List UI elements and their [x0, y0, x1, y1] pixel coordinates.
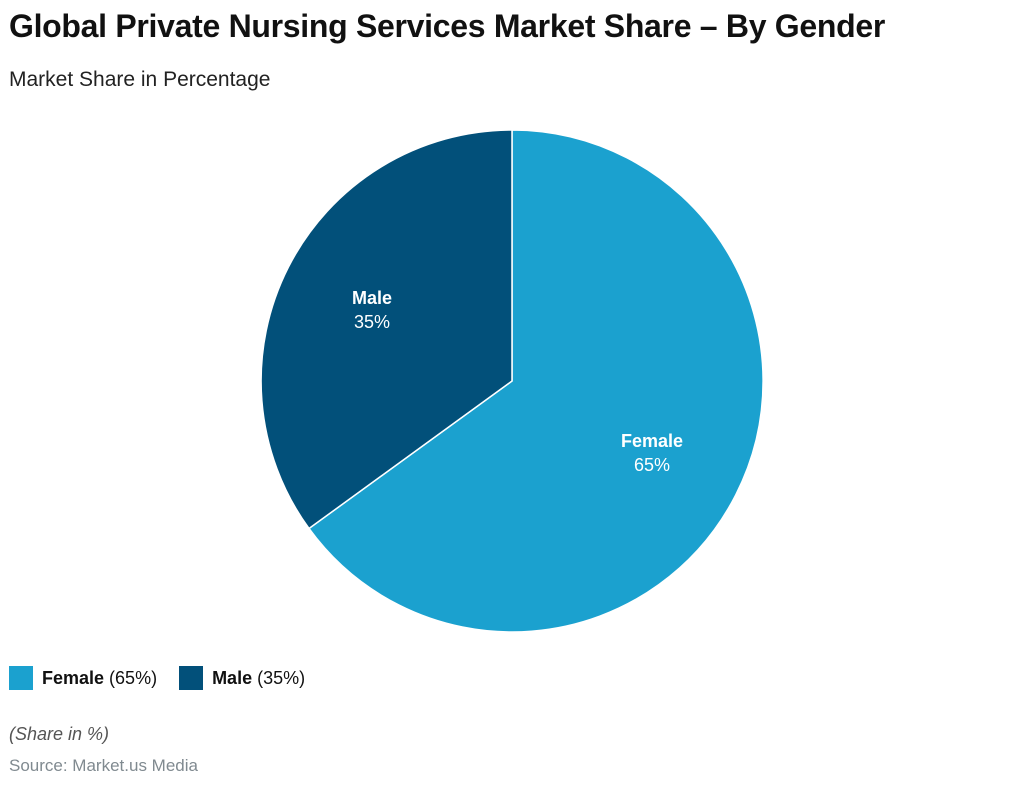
pie-slice-female[interactable] — [307, 129, 764, 633]
slice-label-female-name: Female — [621, 431, 683, 451]
pie-slice-male[interactable] — [260, 129, 513, 530]
slice-label-male-value: 35% — [354, 312, 390, 332]
chart-note: (Share in %) — [9, 724, 110, 744]
slice-label-female-value: 65% — [634, 455, 670, 475]
legend-label: Male — [212, 667, 253, 688]
legend-swatch-female — [9, 666, 33, 690]
slice-label-male-name: Male — [352, 288, 392, 308]
chart-title: Global Private Nursing Services Market S… — [9, 8, 886, 44]
legend-value: (35%) — [257, 667, 306, 688]
legend-item-female[interactable]: Female (65%) — [9, 666, 157, 690]
legend-value: (65%) — [109, 667, 158, 688]
legend-item-male[interactable]: Male (35%) — [179, 666, 305, 690]
legend-label: Female — [42, 667, 105, 688]
chart-subtitle: Market Share in Percentage — [9, 68, 271, 91]
chart-source: Source: Market.us Media — [9, 756, 198, 775]
legend-swatch-male — [179, 666, 204, 690]
chart-legend: Female (65%) Male (35%) — [9, 666, 305, 690]
